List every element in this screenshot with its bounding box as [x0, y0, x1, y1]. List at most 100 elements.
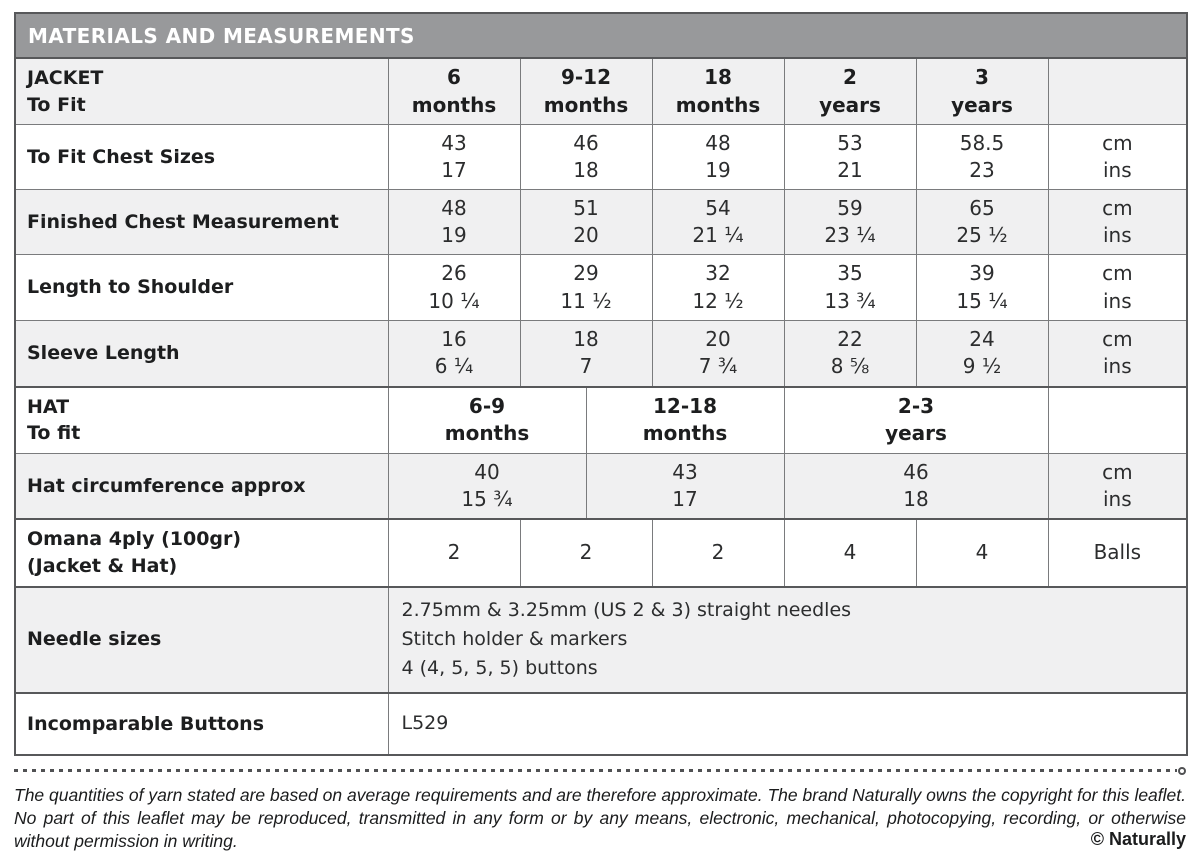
empty-units-cell	[1047, 385, 1188, 454]
units-cell: cm ins	[1047, 254, 1188, 322]
ins-value: 15 ¼	[956, 288, 1008, 313]
jacket-sublabel: To Fit	[27, 93, 86, 116]
ins-value: 15 ¾	[461, 487, 513, 512]
finished-2y: 59 23 ¼	[783, 189, 917, 256]
size-line2: months	[675, 92, 761, 117]
ins-value: 19	[705, 158, 731, 183]
cm-value: 46	[573, 130, 599, 155]
cm-value: 51	[573, 195, 599, 220]
ins-value: 8 ⅝	[830, 354, 870, 379]
cm-value: 35	[837, 261, 863, 286]
hatcirc-6-9m: 40 15 ¾	[387, 452, 587, 520]
disclaimer-text: The quantities of yarn stated are based …	[14, 784, 1186, 852]
balls-6m: 2	[387, 518, 521, 588]
cm-value: 59	[837, 195, 863, 220]
hat-circumference-row: Hat circumference approx 40 15 ¾ 43 17 4…	[14, 452, 1188, 520]
unit-cm: cm	[1102, 326, 1133, 351]
unit-cm: cm	[1102, 195, 1133, 220]
ins-value: 23 ¼	[824, 223, 876, 248]
yarn-name2: (Jacket & Hat)	[27, 554, 178, 577]
balls-2y: 4	[783, 518, 917, 588]
ins-value: 23	[969, 158, 995, 183]
dashed-cut-line	[14, 766, 1186, 775]
ins-value: 13 ¾	[824, 288, 876, 313]
unit-ins: ins	[1103, 223, 1132, 248]
hatcirc-12-18m: 43 17	[585, 452, 785, 520]
ins-value: 6 ¼	[434, 354, 474, 379]
cm-value: 43	[441, 130, 467, 155]
row-label: Incomparable Buttons	[14, 691, 389, 756]
cm-value: 22	[837, 326, 863, 351]
title-row: MATERIALS AND MEASUREMENTS	[14, 12, 1188, 59]
cm-value: 53	[837, 130, 863, 155]
cm-value: 16	[441, 326, 467, 351]
materials-measurements-table: MATERIALS AND MEASUREMENTS JACKET To Fit…	[14, 12, 1189, 756]
ins-value: 17	[672, 487, 698, 512]
sleeve-2y: 22 8 ⅝	[783, 320, 917, 388]
ins-value: 9 ½	[962, 354, 1002, 379]
row-label: Sleeve Length	[14, 320, 389, 388]
size-line1: 2-3	[897, 393, 935, 418]
needle-sizes-row: Needle sizes 2.75mm & 3.25mm (US 2 & 3) …	[14, 585, 1188, 694]
size-line1: 2	[843, 65, 857, 89]
size-line2: years	[819, 92, 881, 117]
cm-value: 18	[573, 326, 599, 351]
size-line2: years	[885, 421, 947, 446]
size-line1: 18	[704, 65, 732, 89]
cm-value: 24	[969, 326, 995, 351]
size-line2: months	[411, 92, 497, 117]
needle-sizes-detail: 2.75mm & 3.25mm (US 2 & 3) straight need…	[387, 585, 1188, 694]
hat-sublabel: To fit	[27, 422, 81, 445]
sleeve-length-row: Sleeve Length 16 6 ¼ 18 7 20 7 ¾ 22 8 ⅝ …	[14, 320, 1188, 388]
chest-9-12m: 46 18	[519, 124, 653, 191]
finished-3y: 65 25 ½	[915, 189, 1049, 256]
finished-chest-row: Finished Chest Measurement 48 19 51 20 5…	[14, 189, 1188, 256]
yarn-name: Omana 4ply (100gr)	[27, 528, 242, 551]
ins-value: 12 ½	[692, 288, 744, 313]
copyright-label: © Naturally	[1076, 828, 1186, 853]
leaflet-page: MATERIALS AND MEASUREMENTS JACKET To Fit…	[14, 12, 1189, 853]
ins-value: 17	[441, 158, 467, 183]
dash-pattern	[14, 769, 1177, 773]
unit-ins: ins	[1103, 354, 1132, 379]
balls-18m: 2	[651, 518, 785, 588]
size-col-9-12m: 9-12 months	[519, 57, 653, 126]
unit-cm: cm	[1102, 130, 1133, 155]
size-col-18m: 18 months	[651, 57, 785, 126]
length-18m: 32 12 ½	[651, 254, 785, 322]
cm-value: 65	[969, 195, 995, 220]
jacket-header-row: JACKET To Fit 6 months 9-12 months 18 mo…	[14, 57, 1188, 126]
row-label: Needle sizes	[14, 585, 389, 694]
cm-value: 20	[705, 326, 731, 351]
ins-value: 19	[441, 223, 467, 248]
finished-6m: 48 19	[387, 189, 521, 256]
jacket-header-label: JACKET To Fit	[14, 57, 389, 126]
cm-value: 29	[573, 261, 599, 286]
ins-value: 18	[903, 487, 929, 512]
size-col-3y: 3 years	[915, 57, 1049, 126]
size-col-6m: 6 months	[387, 57, 521, 126]
size-line1: 12-18	[653, 393, 717, 418]
chest-3y: 58.5 23	[915, 124, 1049, 191]
hat-size-col-2-3y: 2-3 years	[783, 385, 1049, 454]
chest-2y: 53 21	[783, 124, 917, 191]
balls-unit-cell: Balls	[1047, 518, 1188, 588]
cm-value: 39	[969, 261, 995, 286]
cm-value: 58.5	[959, 130, 1005, 155]
unit-ins: ins	[1103, 158, 1132, 183]
units-cell: cm ins	[1047, 452, 1188, 520]
chest-6m: 43 17	[387, 124, 521, 191]
chest-18m: 48 19	[651, 124, 785, 191]
empty-units-cell	[1047, 57, 1188, 126]
ins-value: 18	[573, 158, 599, 183]
sleeve-3y: 24 9 ½	[915, 320, 1049, 388]
sleeve-6m: 16 6 ¼	[387, 320, 521, 388]
hat-size-col-6-9m: 6-9 months	[387, 385, 587, 454]
chest-sizes-row: To Fit Chest Sizes 43 17 46 18 48 19 53 …	[14, 124, 1188, 191]
cm-value: 46	[903, 459, 929, 484]
units-cell: cm ins	[1047, 124, 1188, 191]
ins-value: 7	[579, 354, 593, 379]
unit-cm: cm	[1102, 459, 1133, 484]
units-cell: cm ins	[1047, 320, 1188, 388]
size-line2: years	[951, 92, 1013, 117]
